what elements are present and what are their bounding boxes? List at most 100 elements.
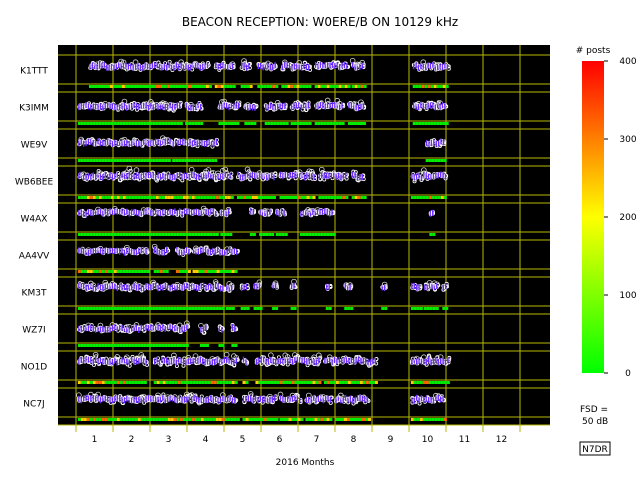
post-count-cell	[104, 233, 108, 236]
post-count-cell	[308, 85, 312, 88]
reception-point	[283, 104, 288, 109]
post-count-cell	[267, 122, 271, 125]
post-count-cell	[161, 307, 165, 310]
post-count-cell	[231, 307, 235, 310]
post-count-cell	[221, 344, 225, 347]
post-count-cell	[101, 159, 105, 162]
colorbar-ticks: 400 300 200 100 0	[604, 57, 637, 379]
x-tick-label: 2	[129, 435, 135, 445]
station-label: WB6BEE	[15, 178, 54, 188]
post-count-cell	[266, 418, 270, 421]
post-count-cell	[333, 196, 337, 199]
station-label: NO1D	[21, 363, 48, 373]
post-count-cell	[143, 381, 147, 384]
post-count-cell	[216, 381, 220, 384]
post-count-cell	[439, 122, 443, 125]
post-count-cell	[153, 270, 157, 273]
post-count-cell	[80, 233, 84, 236]
post-count-cell	[116, 196, 120, 199]
post-count-cell	[182, 233, 186, 236]
post-count-cell	[164, 344, 168, 347]
post-count-cell	[341, 381, 345, 384]
post-count-cell	[182, 418, 186, 421]
post-count-cell	[228, 381, 232, 384]
post-count-cell	[188, 233, 192, 236]
post-count-cell	[293, 122, 297, 125]
post-count-cell	[125, 307, 129, 310]
post-count-cell	[434, 159, 438, 162]
data-marks	[76, 57, 452, 421]
post-count-cell	[107, 122, 111, 125]
post-count-cell	[227, 418, 231, 421]
post-count-cell	[209, 196, 213, 199]
post-count-cell	[278, 233, 282, 236]
post-count-cell	[98, 344, 102, 347]
colorbar-tick-label: 100	[619, 291, 636, 301]
post-count-cell	[350, 307, 354, 310]
post-count-cell	[338, 418, 341, 421]
post-count-cell	[178, 270, 182, 273]
post-count-cell	[128, 270, 132, 273]
post-count-cell	[228, 270, 232, 273]
post-count-cell	[187, 159, 191, 162]
post-count-cell	[356, 122, 360, 125]
post-count-cell	[159, 381, 163, 384]
post-count-cell	[167, 196, 171, 199]
post-count-cell	[134, 381, 138, 384]
post-count-cell	[368, 418, 371, 421]
post-count-cell	[143, 196, 147, 199]
post-count-cell	[134, 196, 138, 199]
post-count-cell	[122, 196, 126, 199]
post-count-cell	[245, 196, 249, 199]
post-count-cell	[446, 381, 450, 384]
post-count-cell	[119, 159, 123, 162]
post-count-cell	[432, 233, 436, 236]
post-count-cell	[381, 307, 385, 310]
post-count-cell	[125, 270, 129, 273]
post-count-cell	[155, 233, 159, 236]
post-count-cell	[258, 381, 262, 384]
post-count-cell	[137, 381, 141, 384]
post-count-cell	[362, 381, 366, 384]
post-count-cell	[356, 381, 360, 384]
post-count-cell	[143, 233, 147, 236]
post-count-cell	[202, 159, 206, 162]
post-count-cell	[161, 159, 165, 162]
post-count-cell	[291, 381, 295, 384]
post-count-cell	[137, 122, 141, 125]
post-count-cell	[244, 122, 248, 125]
post-count-cell	[226, 233, 230, 236]
post-count-cell	[279, 122, 283, 125]
post-count-cell	[434, 418, 438, 421]
post-count-cell	[347, 381, 351, 384]
post-count-cell	[243, 85, 247, 88]
post-count-cell	[215, 233, 219, 236]
post-count-cell	[218, 344, 222, 347]
post-count-cell	[263, 85, 267, 88]
post-count-cell	[160, 85, 164, 88]
post-count-cell	[335, 85, 339, 88]
post-count-cell	[297, 418, 301, 421]
post-count-cell	[86, 307, 90, 310]
post-count-cell	[330, 196, 334, 199]
post-count-cell	[290, 307, 294, 310]
post-count-cell	[110, 270, 114, 273]
post-count-cell	[176, 196, 180, 199]
post-count-cell	[161, 233, 165, 236]
post-count-cell	[140, 418, 144, 421]
post-count-cell	[142, 85, 146, 88]
colorbar-tick-label: 400	[619, 57, 636, 67]
post-count-cell	[98, 196, 102, 199]
post-count-cell	[170, 344, 174, 347]
post-count-cell	[133, 85, 137, 88]
post-count-cell	[437, 159, 441, 162]
post-count-cell	[299, 85, 303, 88]
post-count-cell	[357, 196, 361, 199]
post-count-cell	[442, 307, 446, 310]
post-count-cell	[263, 196, 267, 199]
post-count-cell	[128, 307, 132, 310]
post-count-cell	[98, 233, 102, 236]
post-count-cell	[429, 307, 433, 310]
post-count-cell	[214, 159, 218, 162]
post-count-cell	[152, 418, 156, 421]
